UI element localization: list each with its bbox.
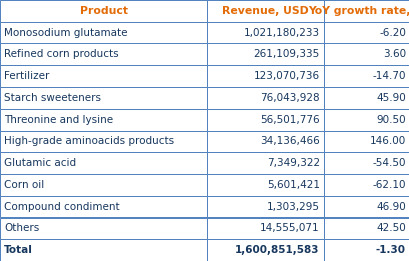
Text: 261,109,335: 261,109,335 [253, 49, 319, 59]
Bar [207, 239, 323, 261]
Text: YoY growth rate, %: YoY growth rate, % [308, 6, 409, 16]
Bar [207, 130, 323, 152]
Bar [323, 130, 409, 152]
Text: 1,021,180,233: 1,021,180,233 [243, 28, 319, 38]
Text: 56,501,776: 56,501,776 [260, 115, 319, 124]
Bar [323, 239, 409, 261]
Bar [323, 196, 409, 217]
Text: 45.90: 45.90 [375, 93, 405, 103]
Bar [207, 87, 323, 109]
Text: -1.30: -1.30 [375, 245, 405, 255]
Text: High-grade aminoacids products: High-grade aminoacids products [4, 137, 174, 146]
Text: -62.10: -62.10 [371, 180, 405, 190]
Text: 90.50: 90.50 [375, 115, 405, 124]
Text: 146.00: 146.00 [369, 137, 405, 146]
Text: 5,601,421: 5,601,421 [266, 180, 319, 190]
Text: Total: Total [4, 245, 33, 255]
Text: Refined corn products: Refined corn products [4, 49, 119, 59]
Bar [207, 109, 323, 130]
Bar [0, 130, 207, 152]
Text: 42.50: 42.50 [375, 223, 405, 233]
Text: 123,070,736: 123,070,736 [253, 71, 319, 81]
Text: Corn oil: Corn oil [4, 180, 44, 190]
Text: 76,043,928: 76,043,928 [260, 93, 319, 103]
Bar [0, 217, 207, 239]
Bar [323, 0, 409, 22]
Bar [0, 109, 207, 130]
Text: Starch sweeteners: Starch sweeteners [4, 93, 101, 103]
Bar [0, 152, 207, 174]
Text: 1,303,295: 1,303,295 [266, 202, 319, 212]
Bar [323, 22, 409, 44]
Bar [323, 217, 409, 239]
Bar [323, 152, 409, 174]
Text: Revenue, USD: Revenue, USD [222, 6, 308, 16]
Bar [207, 22, 323, 44]
Bar [0, 44, 207, 65]
Bar [323, 44, 409, 65]
Bar [323, 87, 409, 109]
Bar [0, 239, 207, 261]
Bar [0, 87, 207, 109]
Text: Compound condiment: Compound condiment [4, 202, 119, 212]
Bar [323, 65, 409, 87]
Bar [207, 217, 323, 239]
Text: Threonine and lysine: Threonine and lysine [4, 115, 113, 124]
Bar [0, 0, 207, 22]
Text: -14.70: -14.70 [371, 71, 405, 81]
Bar [207, 0, 323, 22]
Bar [0, 196, 207, 217]
Text: Product: Product [79, 6, 127, 16]
Bar [207, 196, 323, 217]
Bar [207, 174, 323, 196]
Bar [323, 109, 409, 130]
Bar [207, 152, 323, 174]
Text: 1,600,851,583: 1,600,851,583 [235, 245, 319, 255]
Text: Fertilizer: Fertilizer [4, 71, 49, 81]
Text: Monosodium glutamate: Monosodium glutamate [4, 28, 127, 38]
Text: 34,136,466: 34,136,466 [259, 137, 319, 146]
Bar [207, 65, 323, 87]
Text: -6.20: -6.20 [378, 28, 405, 38]
Text: Others: Others [4, 223, 39, 233]
Bar [0, 65, 207, 87]
Bar [0, 174, 207, 196]
Text: 3.60: 3.60 [382, 49, 405, 59]
Text: 7,349,322: 7,349,322 [266, 158, 319, 168]
Text: Glutamic acid: Glutamic acid [4, 158, 76, 168]
Text: 14,555,071: 14,555,071 [260, 223, 319, 233]
Text: -54.50: -54.50 [371, 158, 405, 168]
Text: 46.90: 46.90 [375, 202, 405, 212]
Bar [207, 44, 323, 65]
Bar [323, 174, 409, 196]
Bar [0, 22, 207, 44]
